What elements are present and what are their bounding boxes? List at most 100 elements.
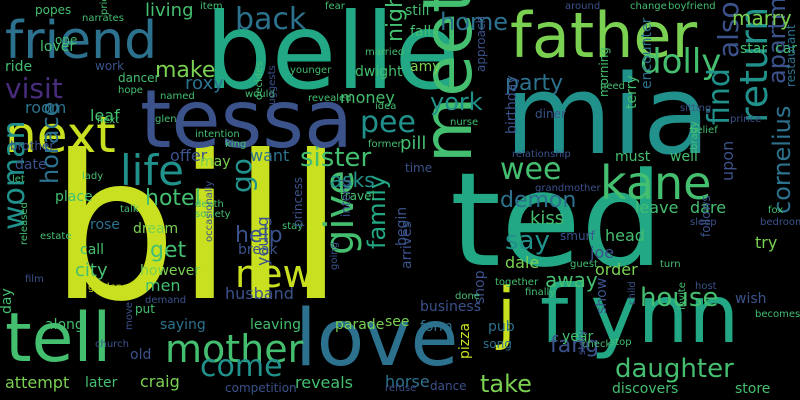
word: saying xyxy=(160,317,206,333)
word: york xyxy=(430,88,483,116)
word: song xyxy=(483,337,512,351)
word: approach xyxy=(474,15,488,72)
word: friend xyxy=(5,11,158,71)
word: discovers xyxy=(612,381,679,397)
word: brady xyxy=(689,121,700,150)
word: would xyxy=(245,89,275,100)
word: terry xyxy=(624,75,640,109)
word: done xyxy=(455,291,480,302)
word: pee xyxy=(360,105,416,140)
word: younger xyxy=(290,65,332,76)
word: sitting xyxy=(680,103,712,114)
word: encounter xyxy=(639,17,655,89)
word: lover xyxy=(40,39,76,55)
word: dolly xyxy=(640,42,722,82)
word: child xyxy=(627,281,638,305)
word: turn xyxy=(660,259,681,270)
word: well xyxy=(670,149,698,165)
word: prince xyxy=(730,114,762,125)
word: wee xyxy=(500,152,562,187)
word: mother xyxy=(165,327,304,371)
word: form xyxy=(420,319,453,335)
word: husband xyxy=(225,284,294,303)
word: released xyxy=(19,202,30,245)
word: fang xyxy=(550,333,600,358)
word: day xyxy=(0,288,15,314)
word: old xyxy=(130,347,152,363)
word: popes xyxy=(35,3,72,17)
word: idea xyxy=(375,101,397,112)
word: one xyxy=(55,33,78,47)
word: nurse xyxy=(450,117,479,128)
word: dwight xyxy=(355,64,403,80)
word: church xyxy=(95,339,129,350)
word: attempt xyxy=(5,373,70,392)
word: see xyxy=(385,314,410,330)
word: diner xyxy=(535,107,566,121)
word: host xyxy=(695,281,717,292)
word: star xyxy=(740,41,768,57)
word: story xyxy=(577,329,588,355)
word: horse xyxy=(385,372,430,391)
word: let xyxy=(12,174,25,185)
word: change xyxy=(630,1,667,12)
word: dancer xyxy=(118,71,160,85)
word: craig xyxy=(140,372,180,391)
word: time xyxy=(405,161,433,175)
word: sleep xyxy=(690,217,717,228)
word: married xyxy=(365,47,405,58)
word: along xyxy=(45,317,84,333)
word: business xyxy=(420,299,482,315)
word: night xyxy=(383,0,408,42)
word: visit xyxy=(5,72,63,105)
word: reveals xyxy=(295,373,353,392)
word: marry xyxy=(732,6,792,30)
word: later xyxy=(85,375,118,391)
word: store xyxy=(735,381,771,397)
word: intention xyxy=(195,129,240,140)
word: boyfriend xyxy=(668,1,716,12)
word: pizza xyxy=(457,322,473,359)
word: upon xyxy=(718,140,737,181)
word: hope xyxy=(118,85,143,96)
word: city xyxy=(75,260,108,281)
word: bedroom xyxy=(760,217,800,228)
word: move xyxy=(124,302,135,330)
word: roxy xyxy=(185,73,224,94)
word: work xyxy=(95,59,125,73)
word: say xyxy=(505,226,550,256)
word: smurf xyxy=(560,229,595,243)
word: together xyxy=(495,277,539,288)
word: pub xyxy=(488,319,515,335)
word: amy xyxy=(410,59,441,75)
word: father xyxy=(510,0,698,72)
word: revealed xyxy=(308,93,352,104)
word: order xyxy=(595,260,638,279)
word: rose xyxy=(90,217,120,233)
word: make xyxy=(155,58,216,83)
word: death xyxy=(195,199,224,210)
word: bill xyxy=(50,113,344,346)
word: flynn xyxy=(540,268,740,361)
word: ride xyxy=(5,59,33,75)
word: next xyxy=(5,106,116,164)
word: decides xyxy=(254,61,265,101)
word: birthday xyxy=(504,75,520,134)
word: narrates xyxy=(82,13,124,24)
word: help xyxy=(235,223,283,248)
word: home xyxy=(440,8,509,36)
word: dream xyxy=(133,221,179,237)
word: may xyxy=(200,154,231,170)
word: next xyxy=(97,115,120,126)
word: try xyxy=(755,233,778,252)
word: fear xyxy=(325,1,345,12)
word: back xyxy=(235,2,307,37)
word: item xyxy=(200,1,223,12)
word: hotel xyxy=(145,186,201,211)
word: finally xyxy=(525,287,556,298)
word: competition xyxy=(225,381,297,395)
word: king xyxy=(225,139,247,150)
word: men xyxy=(145,276,181,295)
word: money xyxy=(340,88,395,107)
word: leave xyxy=(635,198,679,217)
